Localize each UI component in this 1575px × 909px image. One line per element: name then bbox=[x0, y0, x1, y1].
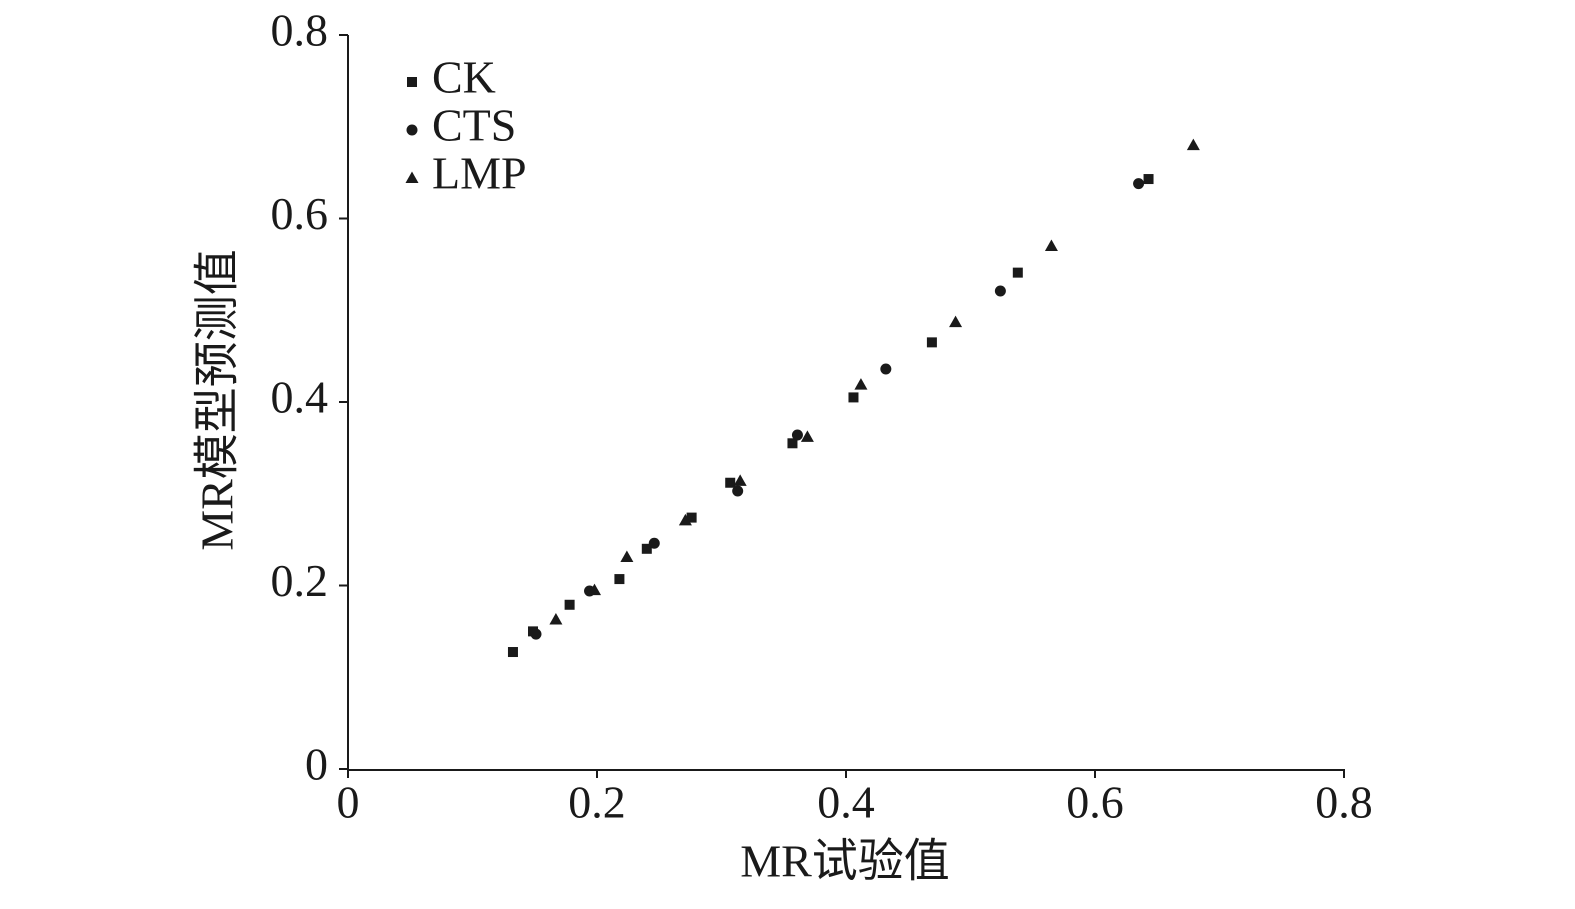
y-tick-label: 0 bbox=[305, 739, 328, 790]
point bbox=[880, 363, 892, 375]
point bbox=[733, 474, 747, 486]
x-tick-label: 0.2 bbox=[568, 777, 626, 828]
point bbox=[1044, 239, 1058, 252]
legend-label: CTS bbox=[432, 100, 516, 151]
point bbox=[678, 513, 692, 526]
y-tick-label: 0.4 bbox=[271, 372, 329, 423]
point bbox=[648, 537, 660, 549]
point bbox=[1186, 138, 1200, 151]
legend-label: LMP bbox=[432, 148, 527, 199]
point bbox=[994, 285, 1006, 297]
point bbox=[800, 430, 814, 442]
x-axis-label: MR试验值 bbox=[740, 836, 950, 887]
x-tick-label: 0.8 bbox=[1315, 777, 1373, 828]
y-tick-label: 0.2 bbox=[271, 555, 329, 606]
x-tick-label: 0 bbox=[337, 777, 360, 828]
legend-marker bbox=[407, 77, 417, 87]
point bbox=[641, 543, 652, 554]
x-tick-label: 0.4 bbox=[817, 777, 875, 828]
point bbox=[848, 392, 859, 403]
point bbox=[507, 647, 518, 658]
x-tick-label: 0.6 bbox=[1066, 777, 1124, 828]
point bbox=[949, 315, 963, 328]
legend-marker bbox=[405, 171, 419, 183]
point bbox=[686, 512, 697, 523]
point bbox=[549, 612, 563, 625]
point bbox=[732, 485, 744, 497]
point bbox=[530, 628, 542, 640]
point bbox=[787, 438, 798, 449]
y-axis-label: MR模型预测值 bbox=[192, 249, 243, 551]
y-tick-label: 0.8 bbox=[271, 5, 329, 56]
point bbox=[614, 574, 625, 585]
point bbox=[1012, 267, 1023, 278]
point bbox=[564, 599, 575, 610]
point bbox=[791, 429, 803, 441]
point bbox=[854, 378, 868, 390]
point bbox=[620, 550, 634, 563]
point bbox=[1143, 174, 1154, 185]
point bbox=[1133, 178, 1145, 190]
legend-label: CK bbox=[432, 52, 496, 103]
point bbox=[926, 337, 937, 348]
point bbox=[725, 477, 736, 488]
y-tick-label: 0.6 bbox=[271, 188, 329, 239]
legend-marker bbox=[406, 124, 418, 136]
point bbox=[588, 583, 602, 596]
